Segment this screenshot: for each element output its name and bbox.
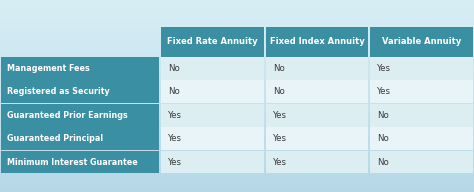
Bar	[1, 104, 159, 127]
Text: Management Fees: Management Fees	[7, 64, 90, 73]
Text: Guaranteed Prior Earnings: Guaranteed Prior Earnings	[7, 111, 128, 120]
Bar	[161, 104, 264, 127]
Text: Yes: Yes	[273, 111, 287, 120]
Text: No: No	[377, 134, 389, 143]
Text: No: No	[377, 158, 389, 166]
Text: Yes: Yes	[377, 64, 392, 73]
Bar	[161, 151, 264, 173]
Bar	[266, 127, 368, 150]
Text: Yes: Yes	[168, 158, 182, 166]
Bar	[161, 127, 264, 150]
Text: Fixed Index Annuity: Fixed Index Annuity	[270, 37, 365, 46]
Text: No: No	[168, 64, 180, 73]
Text: Minimum Interest Guarantee: Minimum Interest Guarantee	[7, 158, 137, 166]
Bar	[266, 104, 368, 127]
Bar	[370, 80, 473, 103]
Text: No: No	[273, 64, 284, 73]
Bar	[1, 151, 159, 173]
Bar	[1, 127, 159, 150]
Bar	[1, 80, 159, 103]
Text: Yes: Yes	[168, 134, 182, 143]
Bar	[1, 57, 159, 80]
Bar	[370, 151, 473, 173]
Bar	[370, 57, 473, 80]
Text: Fixed Rate Annuity: Fixed Rate Annuity	[167, 37, 258, 46]
Bar	[161, 57, 264, 80]
Bar	[266, 57, 368, 80]
Bar	[370, 127, 473, 150]
Bar	[161, 80, 264, 103]
Bar	[266, 27, 368, 57]
Bar	[370, 104, 473, 127]
Text: Yes: Yes	[273, 158, 287, 166]
Text: Variable Annuity: Variable Annuity	[382, 37, 461, 46]
Text: Yes: Yes	[168, 111, 182, 120]
Text: Yes: Yes	[377, 87, 392, 96]
Text: Yes: Yes	[273, 134, 287, 143]
Bar	[266, 151, 368, 173]
Text: Guaranteed Principal: Guaranteed Principal	[7, 134, 103, 143]
Bar	[161, 27, 264, 57]
Text: No: No	[168, 87, 180, 96]
Text: Registered as Security: Registered as Security	[7, 87, 109, 96]
Bar	[266, 80, 368, 103]
Bar	[370, 27, 473, 57]
Text: No: No	[273, 87, 284, 96]
Text: No: No	[377, 111, 389, 120]
